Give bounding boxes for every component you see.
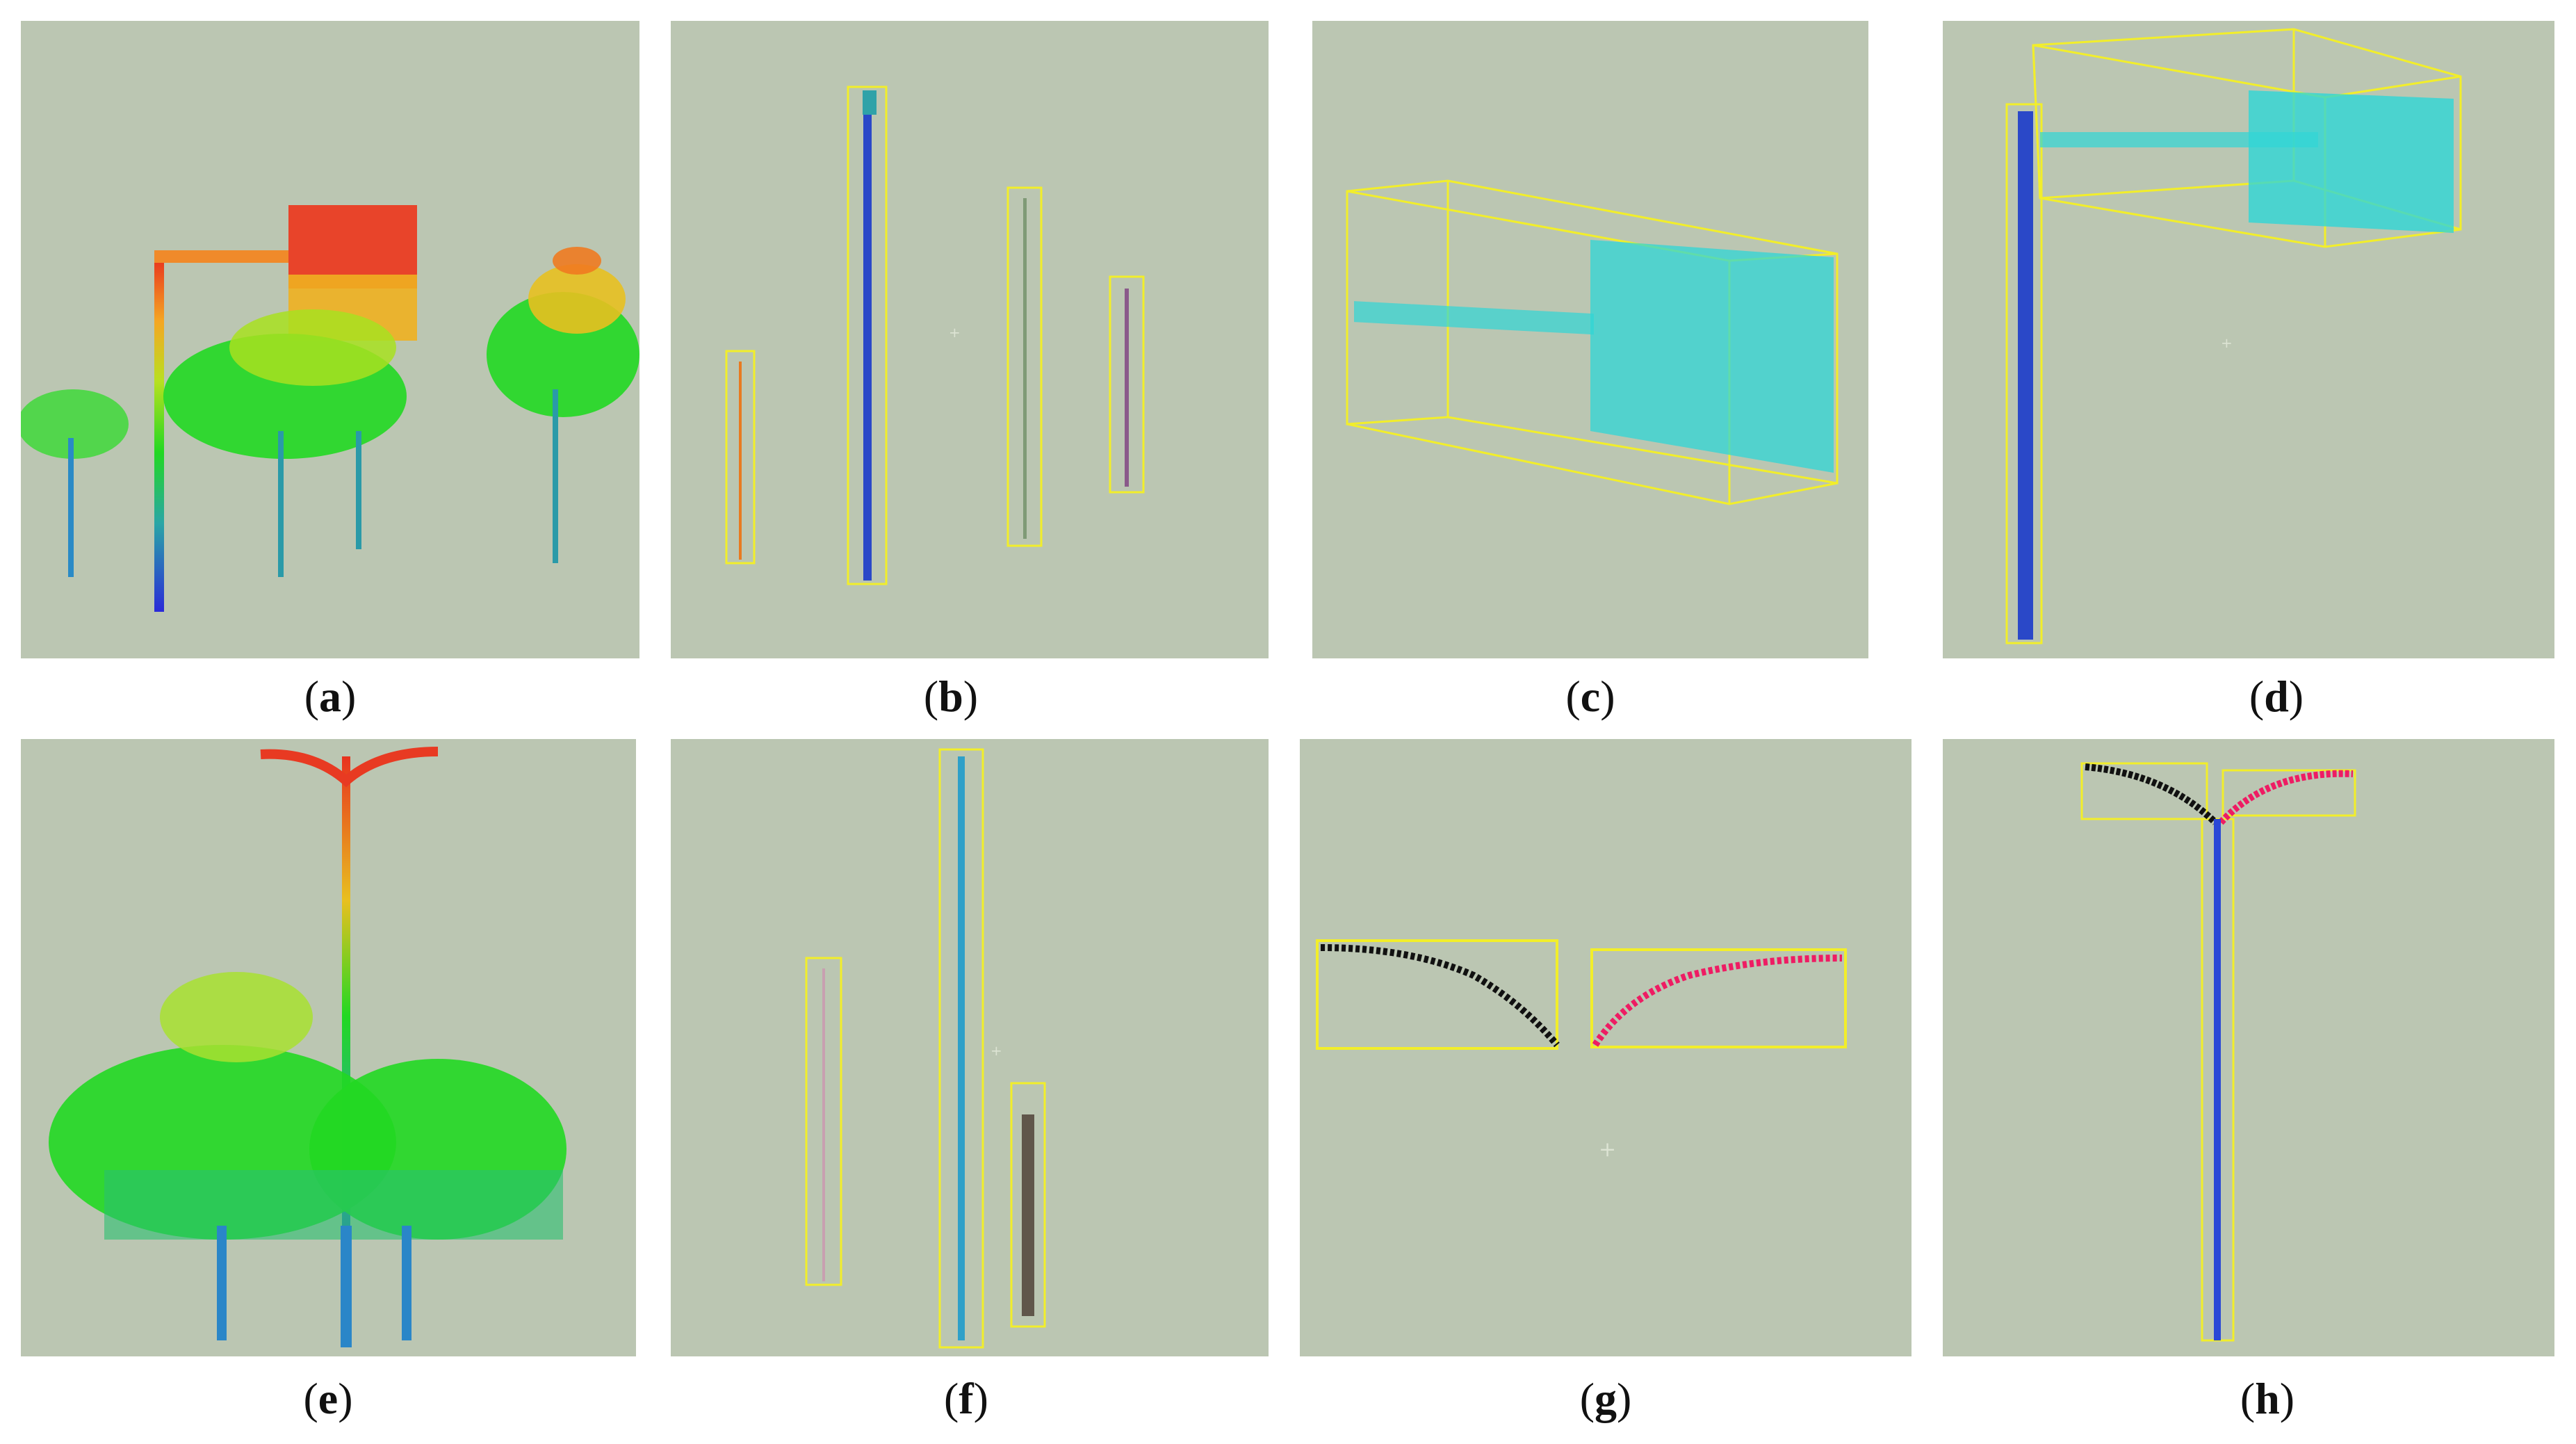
right-arm-points <box>2218 770 2354 825</box>
svg-text:+: + <box>2221 334 2233 351</box>
tree-crown <box>21 389 129 459</box>
tree-trunk <box>553 389 558 563</box>
panel-e-pointcloud <box>49 747 566 1347</box>
caption-f: (f) <box>944 1374 988 1423</box>
tree-trunk <box>278 431 284 577</box>
pole-points <box>2214 819 2221 1340</box>
panel-c-sign-bbox <box>1346 179 1839 505</box>
svg-text:+: + <box>1599 1137 1616 1162</box>
bbox-left-arm <box>1316 939 1558 1050</box>
svg-text:+: + <box>991 1042 1002 1059</box>
trunk-points <box>1023 198 1027 539</box>
pole-points <box>863 94 872 581</box>
panel-d: + <box>1943 21 2554 658</box>
bbox-tree-1 <box>725 350 756 565</box>
panel-c <box>1312 21 1868 658</box>
panel-f-bounding-boxes: + <box>805 748 1046 1349</box>
tree-trunk <box>68 438 74 577</box>
bbox-lamp-pole <box>938 748 984 1349</box>
caption-g: (g) <box>1579 1374 1632 1423</box>
bbox-tree-2 <box>1010 1082 1046 1328</box>
pole-points <box>958 756 965 1340</box>
caption-b: (b) <box>923 672 979 721</box>
caption-c: (c) <box>1565 672 1615 721</box>
left-arm-points <box>2085 763 2218 825</box>
panel-h-lamp <box>2080 762 2356 1342</box>
panel-a-pointcloud <box>21 205 639 612</box>
bbox-right-arm <box>1590 948 1847 1048</box>
caption-e: (e) <box>303 1374 353 1423</box>
right-arm-points <box>1592 955 1843 1047</box>
bbox-lamp-pole <box>847 86 888 585</box>
tree-trunk <box>402 1226 411 1340</box>
bbox-tree-3 <box>1109 275 1145 494</box>
lamp-pole <box>154 257 164 612</box>
sign-points <box>1590 240 1834 473</box>
caption-d: (d) <box>2249 672 2304 721</box>
tree-trunk <box>341 1226 352 1347</box>
panel-f: + <box>671 739 1269 1356</box>
bbox-tree-1 <box>805 957 842 1286</box>
bbox-left-arm <box>2080 762 2208 820</box>
bbox-pole <box>2005 103 2043 644</box>
arm-points <box>1354 301 1594 335</box>
sign-points <box>2249 90 2454 233</box>
panel-g: + <box>1300 739 1911 1356</box>
trunk-points <box>1022 1114 1034 1316</box>
svg-text:+: + <box>949 324 961 341</box>
panel-b: + <box>671 21 1269 658</box>
panel-b-bounding-boxes: + <box>725 86 1145 585</box>
lamp-arm <box>154 250 300 263</box>
trunk-points <box>1125 289 1129 487</box>
caption-h: (h) <box>2240 1374 2295 1423</box>
panel-e <box>21 739 636 1356</box>
left-arm-points <box>1320 944 1560 1048</box>
tree-trunk <box>217 1226 227 1340</box>
panel-a <box>21 21 639 658</box>
tree-trunk <box>356 431 361 549</box>
bbox-tree-2 <box>1006 186 1043 547</box>
bbox-right-arm <box>2222 769 2356 817</box>
pole-points <box>2018 111 2033 640</box>
lamp-arms <box>260 747 439 788</box>
panel-g-lamp-arms: + <box>1316 939 1847 1162</box>
caption-a: (a) <box>304 672 357 721</box>
panel-d-lamp-sign: + <box>2005 28 2462 644</box>
panel-h <box>1943 739 2554 1356</box>
